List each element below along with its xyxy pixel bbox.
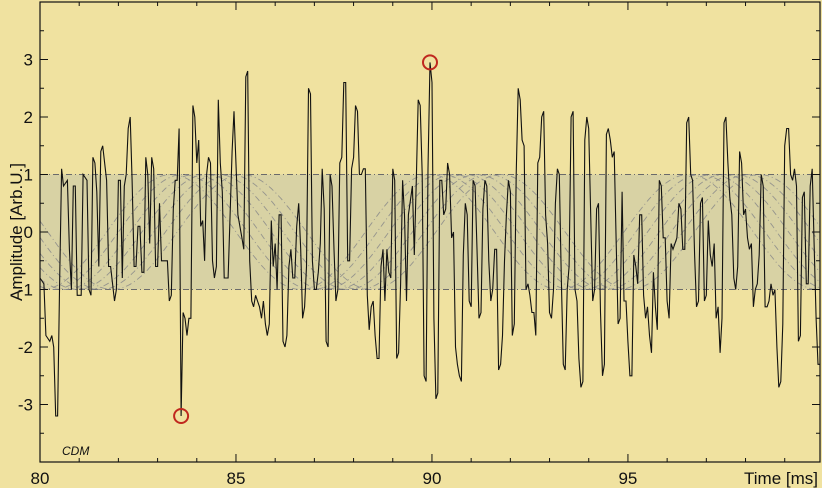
x-tick-label: 95	[618, 469, 637, 488]
chart-annotation-cdm: CDM	[62, 444, 89, 458]
y-tick-label: 2	[24, 108, 33, 127]
x-tick-label: 85	[227, 469, 246, 488]
x-tick-label: 80	[31, 469, 50, 488]
x-axis-title: Time [ms]	[744, 469, 818, 488]
y-tick-label: 3	[24, 51, 33, 70]
y-axis-title: Amplitude [Arb.U.]	[7, 163, 26, 301]
y-tick-label: -2	[18, 338, 33, 357]
y-tick-label: -3	[18, 396, 33, 415]
x-tick-label: 90	[422, 469, 441, 488]
